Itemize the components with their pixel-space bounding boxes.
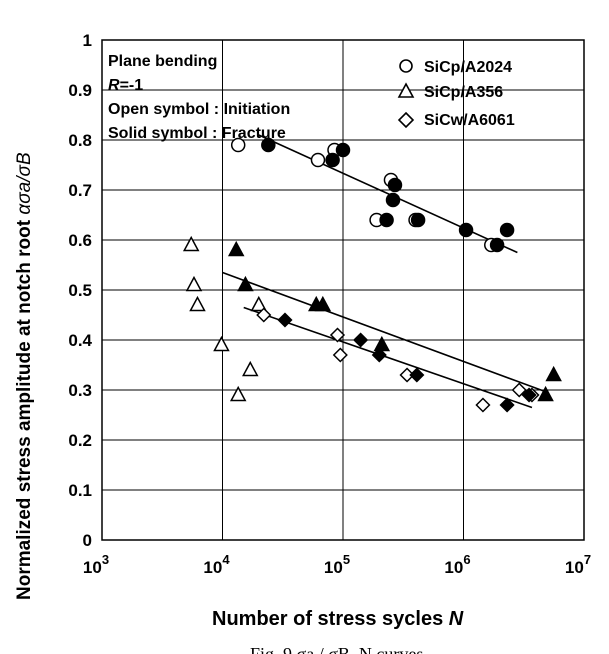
triangle-point xyxy=(182,235,200,252)
x-axis-title: Number of stress sycles N xyxy=(212,608,464,630)
circle-point xyxy=(310,152,326,168)
y-tick-label: 0.3 xyxy=(68,381,92,400)
trend-line xyxy=(222,271,549,394)
y-tick-labels: 0 0.1 0.2 0.3 0.4 0.5 0.6 0.7 0.8 0.9 1 xyxy=(68,31,92,550)
x-tick-label: 104 xyxy=(203,552,230,577)
circle-point xyxy=(499,222,515,238)
figure-caption: Fig. 9 σa / σB–N curves. xyxy=(250,644,428,654)
x-tick-labels: 103 104 105 106 107 xyxy=(83,552,591,577)
y-tick-label: 0.1 xyxy=(68,481,92,500)
data-points xyxy=(182,137,562,413)
diamond-point xyxy=(332,347,348,363)
triangle-point xyxy=(250,295,268,312)
legend: SiCp/A2024 SiCp/A356 SiCw/A6061 xyxy=(397,59,515,129)
y-tick-label: 1 xyxy=(83,31,92,50)
x-tick-label: 105 xyxy=(324,552,350,577)
diamond-point xyxy=(409,367,425,383)
triangle-point xyxy=(242,360,259,377)
grid xyxy=(102,40,584,540)
diamond-point xyxy=(277,312,293,328)
y-axis-title: Normalized stress amplitude at notch roo… xyxy=(14,152,35,600)
x-tick-label: 106 xyxy=(444,552,470,577)
annotation-open-symbol: Open symbol : Initiation xyxy=(108,101,290,118)
diamond-point xyxy=(521,387,537,403)
diamond-point xyxy=(353,332,369,348)
legend-label-a2024: SiCp/A2024 xyxy=(424,59,512,76)
circle-point xyxy=(387,177,403,193)
diamond-point xyxy=(475,397,491,413)
circle-point xyxy=(385,192,401,208)
triangle-point xyxy=(213,335,230,352)
diamond-point xyxy=(256,307,272,323)
y-tick-label: 0.2 xyxy=(68,431,92,450)
y-tick-label: 0 xyxy=(83,531,92,550)
y-tick-label: 0.4 xyxy=(68,331,92,350)
circle-point xyxy=(410,212,426,228)
triangle-point xyxy=(227,240,245,257)
triangle-point xyxy=(237,275,254,292)
triangle-point xyxy=(185,275,203,292)
diamond-point xyxy=(399,367,415,383)
diamond-point xyxy=(511,382,527,398)
y-tick-label: 0.8 xyxy=(68,131,92,150)
y-tick-label: 0.9 xyxy=(68,81,92,100)
legend-diamond-marker xyxy=(397,111,415,129)
diamond-point xyxy=(371,347,387,363)
x-tick-label: 103 xyxy=(83,552,109,577)
circle-point xyxy=(261,137,276,153)
annotation-block: Plane bending R=-1 Open symbol : Initiat… xyxy=(108,53,290,142)
legend-label-a356: SiCp/A356 xyxy=(424,84,503,101)
y-tick-label: 0.7 xyxy=(68,181,92,200)
circle-point xyxy=(379,212,394,228)
legend-triangle-marker xyxy=(397,82,415,98)
triangle-point xyxy=(229,385,247,402)
y-tick-label: 0.5 xyxy=(68,281,92,300)
legend-circle-marker xyxy=(399,59,413,73)
annotation-solid-symbol: Solid symbol : Fracture xyxy=(108,125,286,142)
diamond-point xyxy=(499,397,515,413)
circle-point xyxy=(325,152,340,168)
circle-point xyxy=(489,237,505,253)
circle-point xyxy=(230,137,246,153)
triangle-point xyxy=(314,295,332,312)
circle-point xyxy=(335,142,351,158)
circle-point xyxy=(458,222,474,238)
y-tick-label: 0.6 xyxy=(68,231,92,250)
triangle-point xyxy=(189,295,206,312)
legend-label-a6061: SiCw/A6061 xyxy=(424,112,515,129)
annotation-ratio: R=-1 xyxy=(108,77,143,94)
annotation-loading: Plane bending xyxy=(108,53,217,70)
x-tick-label: 107 xyxy=(565,552,591,577)
triangle-point xyxy=(537,385,554,402)
trend-line xyxy=(243,306,533,409)
triangle-point xyxy=(545,365,562,382)
trend-line xyxy=(258,134,518,254)
trend-lines xyxy=(222,134,549,409)
diamond-point xyxy=(329,327,346,343)
